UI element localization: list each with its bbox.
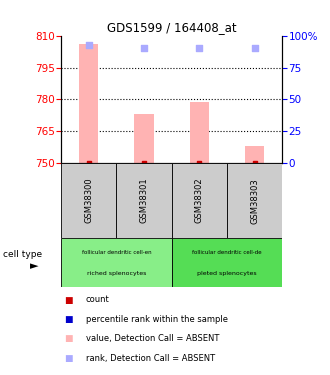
Bar <box>172 163 227 238</box>
Bar <box>189 102 209 163</box>
Text: GSM38300: GSM38300 <box>84 178 93 224</box>
Text: cell type: cell type <box>3 250 43 259</box>
Text: follicular dendritic cell-en: follicular dendritic cell-en <box>82 250 151 255</box>
Point <box>252 160 257 166</box>
Bar <box>172 238 282 287</box>
Text: GSM38302: GSM38302 <box>195 178 204 224</box>
Bar <box>61 163 116 238</box>
Point <box>86 160 91 166</box>
Text: count: count <box>86 296 110 304</box>
Point <box>141 160 147 166</box>
Text: ►: ► <box>30 261 38 271</box>
Text: riched splenocytes: riched splenocytes <box>87 271 146 276</box>
Bar <box>245 146 264 163</box>
Text: GSM38301: GSM38301 <box>140 178 148 224</box>
Point <box>197 160 202 166</box>
Point <box>86 42 91 48</box>
Point <box>252 45 257 51</box>
Text: follicular dendritic cell-de: follicular dendritic cell-de <box>192 250 262 255</box>
Text: ■: ■ <box>64 334 73 344</box>
Bar <box>116 163 172 238</box>
Text: ■: ■ <box>64 354 73 363</box>
Text: percentile rank within the sample: percentile rank within the sample <box>86 315 228 324</box>
Point <box>197 45 202 51</box>
Text: ■: ■ <box>64 296 73 304</box>
Text: value, Detection Call = ABSENT: value, Detection Call = ABSENT <box>86 334 219 344</box>
Text: GSM38303: GSM38303 <box>250 178 259 224</box>
Bar <box>227 163 282 238</box>
Title: GDS1599 / 164408_at: GDS1599 / 164408_at <box>107 21 236 34</box>
Text: ■: ■ <box>64 315 73 324</box>
Point <box>141 45 147 51</box>
Text: pleted splenocytes: pleted splenocytes <box>197 271 257 276</box>
Bar <box>61 238 172 287</box>
Text: rank, Detection Call = ABSENT: rank, Detection Call = ABSENT <box>86 354 215 363</box>
Bar <box>79 44 98 163</box>
Bar <box>134 114 154 163</box>
